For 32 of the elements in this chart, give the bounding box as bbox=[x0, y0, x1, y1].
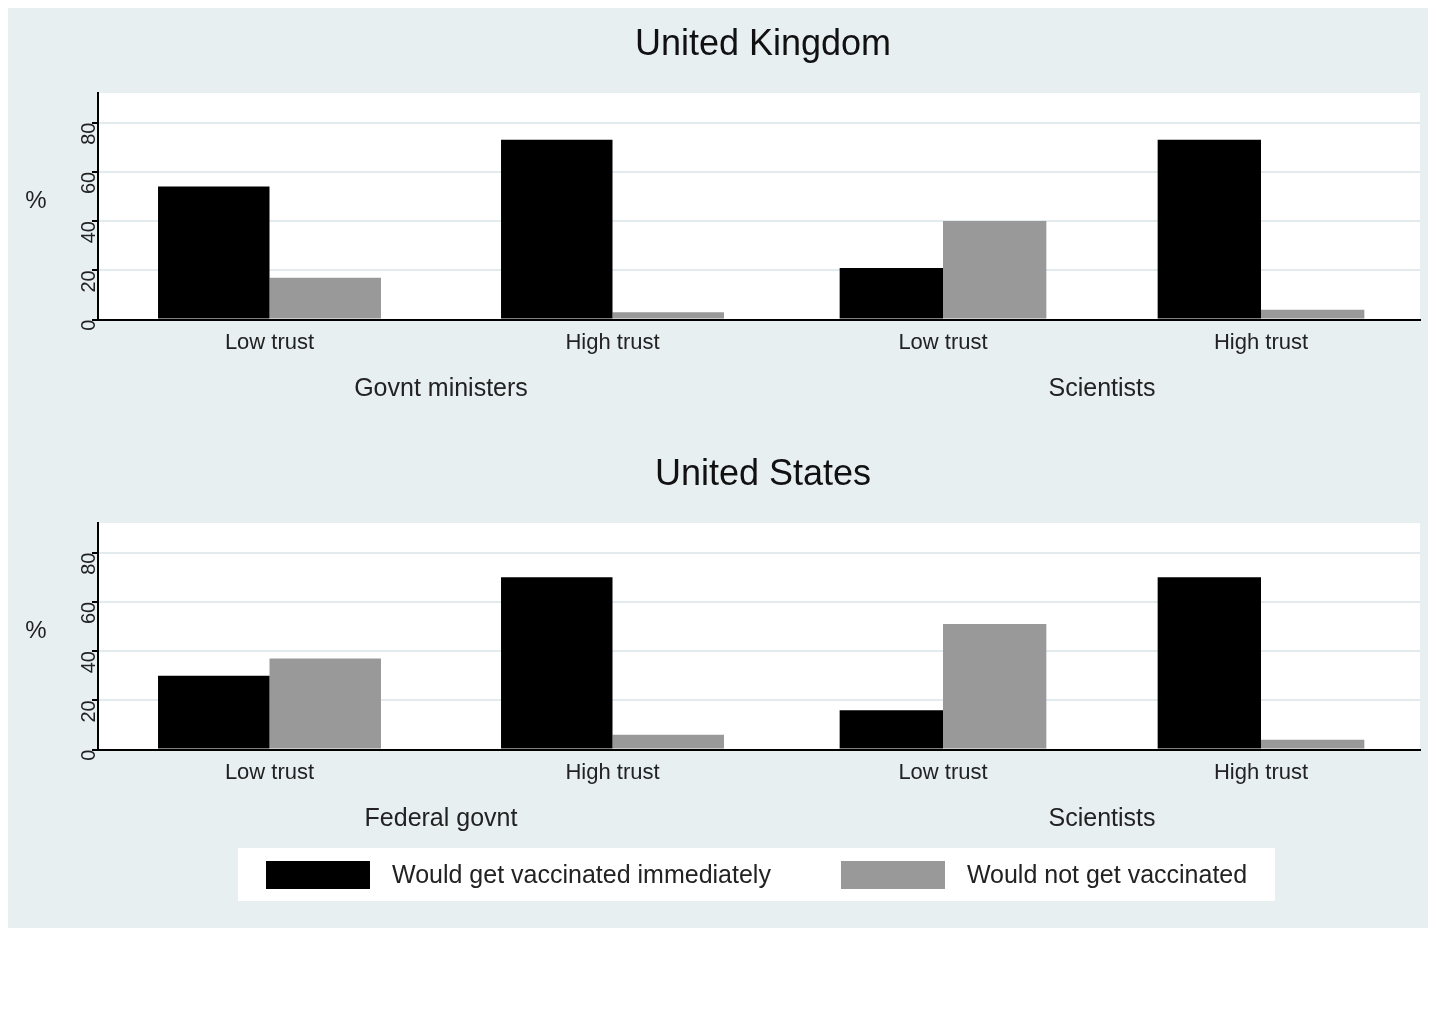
y-tick-label: 80 bbox=[76, 552, 99, 575]
chart-title: United States bbox=[653, 452, 873, 494]
x-tick-label: High trust bbox=[1213, 328, 1309, 354]
x-tick-label: High trust bbox=[565, 328, 660, 354]
y-tick-label: 20 bbox=[76, 700, 99, 723]
x-tick-label: High trust bbox=[1213, 758, 1309, 784]
y-tick-label: 60 bbox=[76, 171, 99, 195]
x-axis-title: Scientists bbox=[1048, 372, 1156, 401]
y-tick-label: 20 bbox=[76, 270, 99, 293]
x-tick-label: Low trust bbox=[898, 328, 988, 354]
x-tick-label: Low trust bbox=[224, 758, 315, 784]
bar bbox=[1261, 309, 1365, 319]
bar bbox=[943, 221, 1047, 319]
x-axis-title: Scientists bbox=[1048, 802, 1156, 831]
y-tick-label: 40 bbox=[76, 651, 99, 674]
y-tick-label: 0 bbox=[76, 319, 99, 331]
bar bbox=[1261, 739, 1365, 749]
x-axis-title: Federal govnt bbox=[364, 802, 518, 831]
x-tick-label: High trust bbox=[565, 758, 660, 784]
y-tick-label: 40 bbox=[76, 221, 99, 244]
y-tick-label: 80 bbox=[76, 122, 99, 145]
y-axis-title: % bbox=[25, 616, 47, 644]
bar bbox=[943, 623, 1047, 749]
legend-label: Would not get vaccinated bbox=[966, 860, 1248, 889]
y-tick-label: 0 bbox=[76, 749, 99, 761]
y-axis-title: % bbox=[25, 186, 47, 214]
x-axis-title: Govnt ministers bbox=[354, 372, 528, 401]
y-tick-label: 60 bbox=[76, 601, 99, 625]
legend-label: Would get vaccinated immediately bbox=[392, 860, 771, 889]
chart-title: United Kingdom bbox=[633, 22, 893, 64]
x-tick-label: Low trust bbox=[224, 328, 315, 354]
x-tick-label: Low trust bbox=[898, 758, 988, 784]
